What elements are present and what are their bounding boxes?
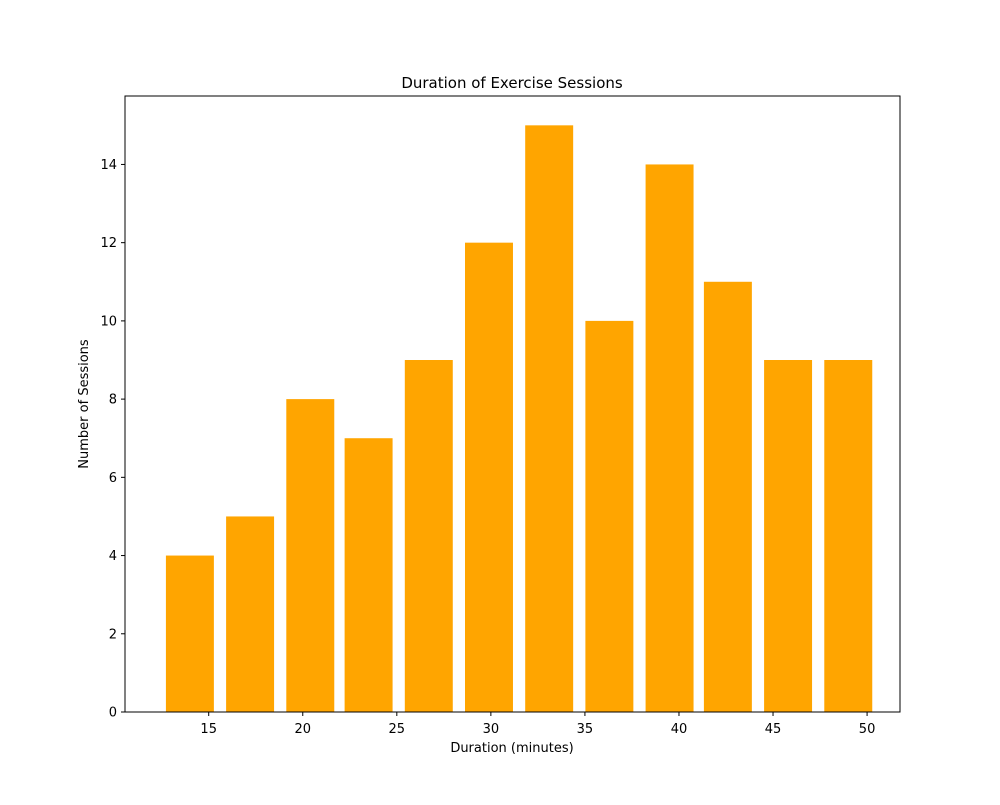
bar-11 bbox=[824, 360, 873, 712]
bar-9 bbox=[703, 281, 752, 712]
y-tick-label-5: 10 bbox=[100, 314, 117, 329]
y-tick-label-7: 14 bbox=[100, 158, 117, 173]
y-axis-ticks: 0 2 4 6 8 10 12 14 bbox=[100, 158, 125, 721]
bar-8 bbox=[645, 164, 694, 712]
bar-5 bbox=[465, 242, 513, 712]
y-tick-label-3: 6 bbox=[109, 471, 117, 486]
y-tick-label-6: 12 bbox=[100, 236, 117, 251]
y-tick-label-4: 8 bbox=[109, 393, 117, 408]
x-axis-label: Duration (minutes) bbox=[450, 741, 573, 756]
x-tick-label-0: 15 bbox=[200, 722, 217, 737]
x-tick-label-6: 45 bbox=[765, 722, 782, 737]
bar-10 bbox=[764, 360, 813, 712]
x-tick-label-5: 40 bbox=[671, 722, 688, 737]
bar-0 bbox=[165, 555, 214, 712]
y-tick-label-0: 0 bbox=[109, 706, 117, 721]
bar-6 bbox=[525, 125, 574, 713]
x-tick-label-4: 35 bbox=[577, 722, 594, 737]
x-tick-label-2: 25 bbox=[389, 722, 406, 737]
y-tick-label-2: 4 bbox=[109, 549, 117, 564]
plot-frame bbox=[124, 95, 901, 713]
y-axis-label: Number of Sessions bbox=[77, 339, 92, 469]
bar-2 bbox=[286, 399, 335, 712]
y-tick-label-1: 2 bbox=[109, 627, 117, 642]
x-tick-label-7: 50 bbox=[859, 722, 876, 737]
x-tick-label-1: 20 bbox=[294, 722, 311, 737]
x-tick-label-3: 30 bbox=[483, 722, 500, 737]
x-axis-ticks: 15 20 25 30 35 40 45 50 bbox=[200, 712, 875, 737]
bar-7 bbox=[585, 320, 634, 712]
bars-group bbox=[165, 125, 873, 713]
bar-1 bbox=[226, 516, 275, 712]
bar-3 bbox=[344, 438, 393, 712]
bar-4 bbox=[404, 360, 453, 712]
chart-title: Duration of Exercise Sessions bbox=[401, 74, 623, 92]
